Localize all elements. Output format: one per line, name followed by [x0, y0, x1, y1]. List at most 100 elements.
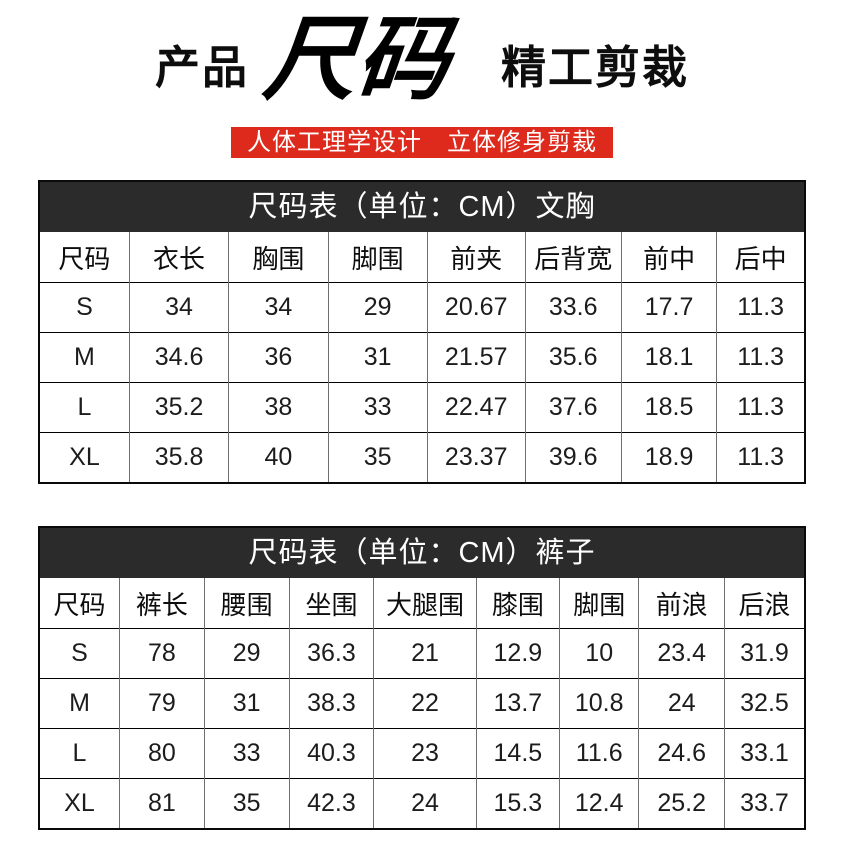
data-cell: 39.6	[524, 432, 622, 482]
data-cell: 18.9	[620, 432, 717, 482]
row-size-label: L	[40, 382, 130, 433]
header-cell: 前夹	[426, 232, 526, 283]
table-caption: 尺码表（单位：CM）裤子	[40, 528, 804, 578]
row-size-label: M	[40, 678, 120, 729]
data-cell: 37.6	[524, 382, 622, 433]
data-cell: 34	[228, 282, 328, 333]
size-table-pants: 尺码表（单位：CM）裤子 尺码 裤长 腰围 坐围 大腿围 膝围 脚围 前浪 后浪 S 78 29 36.3…	[38, 526, 806, 830]
data-cell: 31	[327, 332, 428, 383]
red-slogan-banner: 人体工理学设计 立体修身剪裁	[231, 127, 613, 158]
data-cell: 14.5	[475, 728, 560, 779]
data-cell: 78	[118, 628, 205, 679]
header-row: 尺码 裤长 腰围 坐围 大腿围 膝围 脚围 前浪 后浪	[40, 578, 804, 629]
row-size-label: L	[40, 728, 120, 779]
data-cell: 36	[228, 332, 328, 383]
title-brush-calligraphy: 尺码	[259, 5, 455, 113]
data-cell: 13.7	[475, 678, 560, 729]
row-size-label: S	[40, 628, 120, 679]
data-cell: 29	[203, 628, 290, 679]
header-cell: 后中	[716, 232, 804, 283]
data-cell: 35	[327, 432, 428, 482]
size-table: 尺码 裤长 腰围 坐围 大腿围 膝围 脚围 前浪 后浪 S 78 29 36.3 21 12.9 10 23.4…	[40, 578, 804, 828]
data-cell: 80	[118, 728, 205, 779]
data-cell: 35.6	[524, 332, 622, 383]
data-cell: 22	[373, 678, 477, 729]
title-left: 产品	[154, 41, 249, 93]
data-cell: 31	[203, 678, 290, 729]
data-cell: 35	[203, 778, 290, 828]
header-cell: 腰围	[203, 578, 290, 629]
data-cell: 29	[327, 282, 428, 333]
data-cell: 11.3	[716, 332, 804, 383]
header-cell: 前中	[620, 232, 717, 283]
data-cell: 11.3	[716, 282, 804, 333]
size-table-bra: 尺码表（单位：CM）文胸 尺码 衣长 胸围 脚围 前夹 后背宽 前中 后中 S 34 34 29 20.6…	[38, 180, 806, 484]
title-right: 精工剪裁	[501, 41, 690, 93]
data-cell: 11.6	[558, 728, 639, 779]
data-cell: 33.1	[724, 728, 804, 779]
data-cell: 24	[638, 678, 725, 729]
data-cell: 33.6	[524, 282, 622, 333]
data-cell: 17.7	[620, 282, 717, 333]
header-cell: 后浪	[724, 578, 804, 629]
header-cell: 尺码	[53, 589, 106, 620]
size-table: 尺码 衣长 胸围 脚围 前夹 后背宽 前中 后中 S 34 34 29 20.67 33.6 17.7 11.…	[40, 232, 804, 482]
page-header: 产品 尺码 精工剪裁 人体工理学设计 立体修身剪裁	[0, 0, 844, 180]
row-size-label: XL	[40, 432, 130, 482]
page-title: 产品 尺码 精工剪裁	[0, 0, 844, 126]
data-cell: 12.9	[475, 628, 560, 679]
row-size-label: M	[40, 332, 130, 383]
table-row: XL 35.8 40 35 23.37 39.6 18.9 11.3	[40, 432, 804, 482]
data-cell: 38.3	[288, 678, 374, 729]
data-cell: 81	[118, 778, 205, 828]
data-cell: 33	[327, 382, 428, 433]
data-cell: 32.5	[724, 678, 804, 729]
data-cell: 23.4	[638, 628, 725, 679]
data-cell: 33	[203, 728, 290, 779]
data-cell: 24.6	[638, 728, 725, 779]
data-cell: 10	[558, 628, 639, 679]
header-cell: 坐围	[288, 578, 374, 629]
data-cell: 36.3	[288, 628, 374, 679]
data-cell: 25.2	[638, 778, 725, 828]
header-cell: 大腿围	[373, 578, 477, 629]
data-cell: 34	[128, 282, 229, 333]
header-cell: 脚围	[327, 232, 428, 283]
data-cell: 20.67	[426, 282, 526, 333]
data-cell: 79	[118, 678, 205, 729]
table-row: S 34 34 29 20.67 33.6 17.7 11.3	[40, 282, 804, 333]
data-cell: 38	[228, 382, 328, 433]
table-row: XL 81 35 42.3 24 15.3 12.4 25.2 33.7	[40, 778, 804, 828]
data-cell: 31.9	[724, 628, 804, 679]
data-cell: 11.3	[716, 382, 804, 433]
header-cell: 后背宽	[524, 232, 622, 283]
data-cell: 23	[373, 728, 477, 779]
table-row: M 79 31 38.3 22 13.7 10.8 24 32.5	[40, 678, 804, 729]
table-caption: 尺码表（单位：CM）文胸	[40, 182, 804, 232]
header-cell: 裤长	[118, 578, 205, 629]
data-cell: 40	[228, 432, 328, 482]
header-cell: 脚围	[558, 578, 639, 629]
table-row: S 78 29 36.3 21 12.9 10 23.4 31.9	[40, 628, 804, 679]
data-cell: 11.3	[716, 432, 804, 482]
data-cell: 34.6	[128, 332, 229, 383]
data-cell: 23.37	[426, 432, 526, 482]
header-cell: 前浪	[638, 578, 725, 629]
data-cell: 10.8	[558, 678, 639, 729]
header-cell: 胸围	[228, 232, 328, 283]
data-cell: 35.2	[128, 382, 229, 433]
header-cell: 衣长	[128, 232, 229, 283]
data-cell: 18.1	[620, 332, 717, 383]
data-cell: 12.4	[558, 778, 639, 828]
row-size-label: XL	[40, 778, 120, 828]
data-cell: 33.7	[724, 778, 804, 828]
data-cell: 40.3	[288, 728, 374, 779]
data-cell: 24	[373, 778, 477, 828]
data-cell: 18.5	[620, 382, 717, 433]
row-size-label: S	[40, 282, 130, 333]
data-cell: 42.3	[288, 778, 374, 828]
table-row: M 34.6 36 31 21.57 35.6 18.1 11.3	[40, 332, 804, 383]
data-cell: 15.3	[475, 778, 560, 828]
table-row: L 35.2 38 33 22.47 37.6 18.5 11.3	[40, 382, 804, 433]
